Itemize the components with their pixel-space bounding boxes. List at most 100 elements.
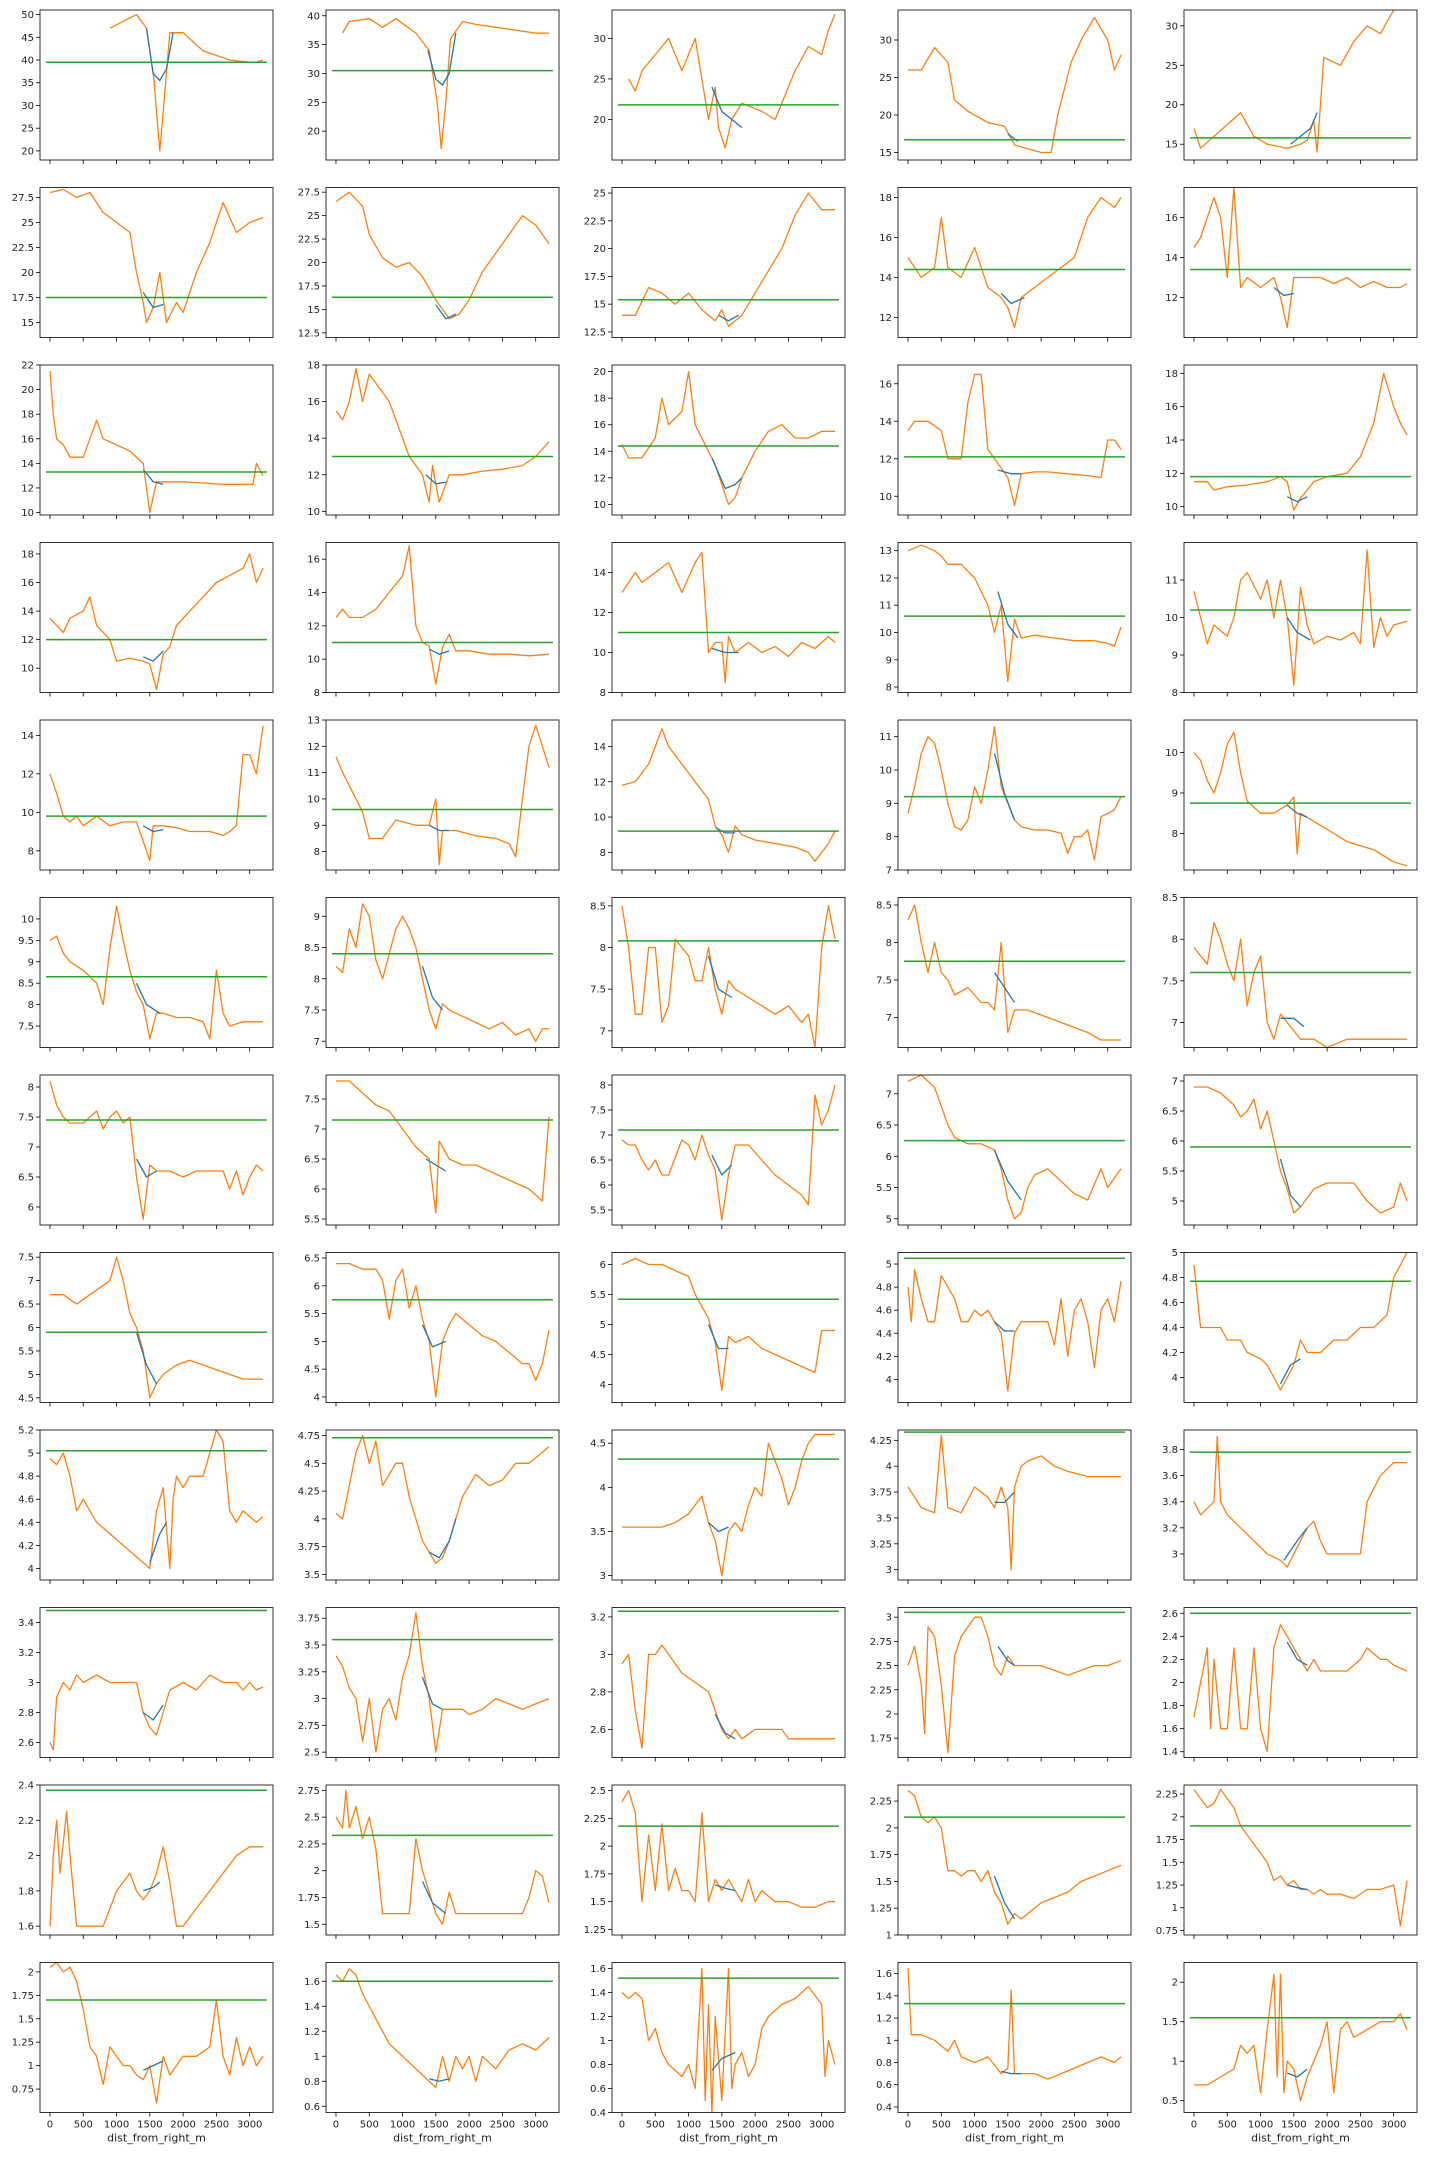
raw-series-line bbox=[1193, 1788, 1408, 1927]
y-tick-label: 30 bbox=[1165, 21, 1178, 32]
y-tick-label: 1.6 bbox=[590, 1964, 606, 1975]
y-tick-label: 0.8 bbox=[590, 2060, 606, 2071]
y-tick-label: 10 bbox=[21, 914, 34, 925]
plot-area bbox=[1189, 921, 1412, 1048]
panel-39: 4 4.2 4.4 4.6 4.8 5 bbox=[876, 1252, 1132, 1407]
panel-18: 8 10 12 14 bbox=[593, 542, 846, 699]
y-tick-label: 10 bbox=[21, 808, 34, 819]
y-tick-label: 16 bbox=[1165, 213, 1178, 224]
raw-series-line bbox=[335, 191, 550, 320]
x-tick-label: 2000 bbox=[456, 2120, 481, 2131]
y-tick-label: 6 bbox=[314, 1281, 320, 1292]
smoothed-series-line bbox=[142, 825, 164, 833]
x-tick-label: 500 bbox=[360, 2120, 379, 2131]
y-tick-label: 11 bbox=[307, 768, 320, 779]
y-tick-label: 0.6 bbox=[876, 2080, 892, 2091]
y-tick-label: 8 bbox=[600, 848, 606, 859]
y-tick-label: 25 bbox=[879, 73, 892, 84]
y-tick-label: 1.2 bbox=[590, 2012, 606, 2023]
y-tick-label: 4 bbox=[314, 1392, 320, 1403]
smoothed-series-line bbox=[421, 1676, 443, 1710]
y-tick-label: 20 bbox=[21, 146, 34, 157]
panel-32: 5.5 6 6.5 7 7.5 bbox=[304, 1074, 560, 1229]
smoothed-series-line bbox=[994, 1321, 1015, 1332]
plot-area bbox=[45, 1962, 268, 2104]
y-tick-label: 4.4 bbox=[1162, 1323, 1178, 1334]
x-tick-label: 3000 bbox=[809, 2120, 834, 2131]
y-tick-label: 10 bbox=[307, 507, 320, 518]
y-tick-label: 8.5 bbox=[304, 943, 320, 954]
smoothed-series-line bbox=[711, 1154, 733, 1176]
panel-22: 8 9 10 11 12 13 bbox=[307, 716, 560, 874]
smoothed-series-line bbox=[1273, 286, 1294, 297]
y-tick-label: 3.2 bbox=[1162, 1523, 1178, 1534]
plot-area bbox=[1189, 1086, 1412, 1214]
y-tick-label: 25 bbox=[1165, 61, 1178, 72]
y-tick-label: 13 bbox=[879, 546, 892, 557]
y-tick-label: 4.8 bbox=[18, 1472, 34, 1483]
smoothed-series-line bbox=[421, 1324, 447, 1348]
y-tick-label: 1 bbox=[600, 2036, 606, 2047]
y-tick-label: 1.4 bbox=[304, 2002, 320, 2013]
axes-frame bbox=[39, 897, 274, 1048]
y-tick-label: 3.25 bbox=[870, 1539, 892, 1550]
y-tick-label: 1.25 bbox=[1156, 1881, 1178, 1892]
panel-54: 1 1.25 1.5 1.75 2 2.25 bbox=[870, 1784, 1132, 1942]
y-tick-label: 12 bbox=[879, 573, 892, 584]
raw-series-line bbox=[907, 904, 1121, 1041]
y-tick-label: 1 bbox=[1172, 2057, 1178, 2068]
axes-frame bbox=[39, 542, 274, 693]
smoothed-series-line bbox=[435, 304, 457, 320]
smoothed-series-line bbox=[1286, 804, 1308, 818]
y-tick-label: 18 bbox=[593, 394, 606, 405]
y-tick-label: 27.5 bbox=[12, 193, 34, 204]
axes-frame bbox=[611, 9, 846, 161]
y-tick-label: 7.5 bbox=[18, 1253, 34, 1264]
plot-area bbox=[903, 544, 1126, 683]
smoothed-series-line bbox=[711, 457, 743, 490]
y-tick-label: 5.5 bbox=[1162, 1167, 1178, 1178]
y-tick-label: 1.4 bbox=[590, 1988, 606, 1999]
y-tick-label: 4.4 bbox=[876, 1329, 892, 1340]
y-tick-label: 8.5 bbox=[1162, 893, 1178, 904]
axes-frame bbox=[611, 1429, 846, 1581]
panel-16: 10 12 14 16 18 bbox=[21, 542, 274, 697]
axes-frame bbox=[611, 1784, 846, 1936]
y-tick-label: 9 bbox=[28, 957, 34, 968]
y-tick-label: 16 bbox=[1165, 402, 1178, 413]
y-tick-label: 2.75 bbox=[298, 1721, 320, 1732]
axes-frame bbox=[897, 542, 1132, 693]
raw-series-line bbox=[1193, 187, 1408, 329]
y-tick-label: 12 bbox=[21, 635, 34, 646]
y-tick-label: 18 bbox=[1165, 369, 1178, 380]
raw-series-line bbox=[907, 1075, 1122, 1220]
x-tick-label: 0 bbox=[905, 2120, 911, 2131]
raw-series-line bbox=[1193, 1252, 1408, 1391]
x-tick-label: 1000 bbox=[1248, 2120, 1273, 2131]
axes-frame bbox=[39, 1074, 274, 1226]
y-tick-label: 3.5 bbox=[304, 1641, 320, 1652]
y-tick-label: 6 bbox=[1172, 1137, 1178, 1148]
y-tick-label: 22.5 bbox=[584, 216, 606, 227]
axes-frame bbox=[897, 187, 1132, 338]
x-tick-label: 3000 bbox=[237, 2120, 262, 2131]
plot-area bbox=[331, 1968, 554, 2089]
x-tick-label: 1000 bbox=[676, 2120, 701, 2131]
y-tick-label: 9.5 bbox=[18, 936, 34, 947]
y-tick-label: 9 bbox=[886, 655, 892, 666]
smoothed-series-line bbox=[421, 1881, 447, 1915]
y-tick-label: 4.75 bbox=[298, 1431, 320, 1442]
y-tick-label: 3.2 bbox=[18, 1648, 34, 1659]
panel-15: 10 12 14 16 18 bbox=[1165, 364, 1418, 519]
raw-series-line bbox=[622, 192, 835, 328]
plot-area bbox=[1189, 1612, 1412, 1753]
y-tick-label: 1.5 bbox=[1162, 2017, 1178, 2028]
y-tick-label: 1.75 bbox=[298, 1893, 320, 1904]
plot-area bbox=[331, 724, 554, 866]
smoothed-series-line bbox=[142, 2060, 164, 2071]
panel-38: 4 4.5 5 5.5 6 bbox=[590, 1252, 846, 1407]
y-tick-label: 6 bbox=[314, 1185, 320, 1196]
raw-series-line bbox=[907, 1968, 1122, 2080]
y-tick-label: 25 bbox=[593, 189, 606, 200]
x-tick-label: 3000 bbox=[1095, 2120, 1120, 2131]
